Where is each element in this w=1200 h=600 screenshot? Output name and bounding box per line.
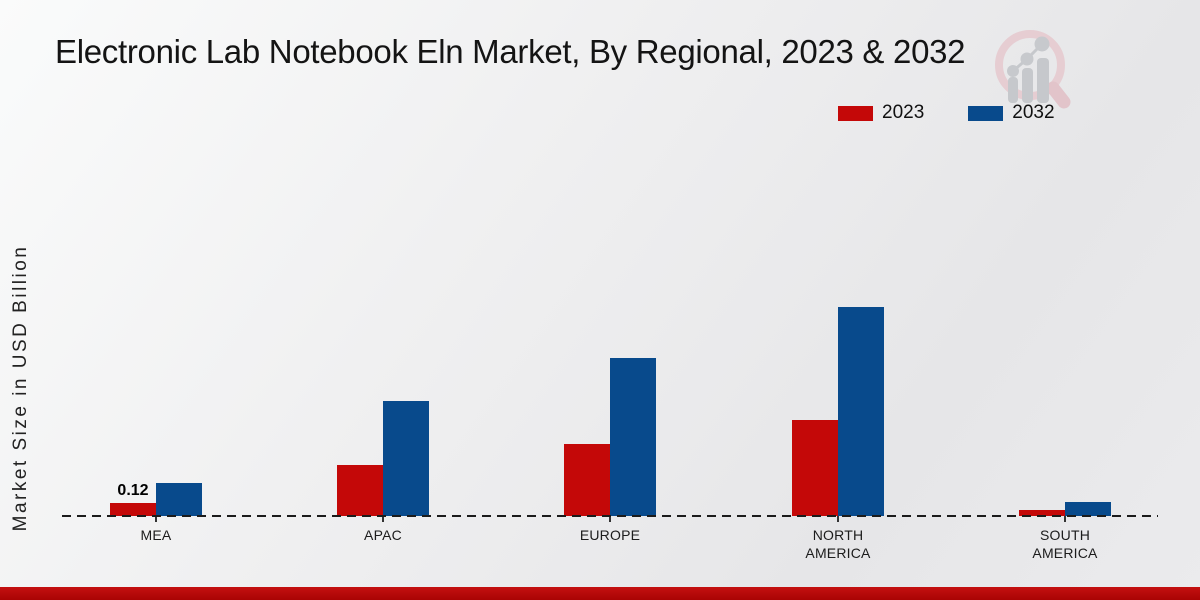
chart-title: Electronic Lab Notebook Eln Market, By R… [55, 33, 966, 70]
x-axis-tick [155, 516, 157, 522]
bar-value-label: 0.12 [117, 482, 149, 499]
bar-2032-south-america [1065, 502, 1111, 516]
bar-2023-europe [564, 444, 610, 516]
legend-item-2023: 2023 [838, 102, 924, 124]
bar-2023-south-america [1019, 510, 1065, 516]
legend-swatch-2023 [838, 105, 873, 121]
x-axis-baseline [62, 515, 1158, 517]
bar-2032-north-america [838, 307, 884, 516]
legend-item-2032: 2032 [968, 102, 1055, 124]
legend: 2023 2032 [838, 102, 1055, 124]
x-axis-tick [1064, 516, 1066, 522]
x-axis-label: NORTH AMERICA [805, 527, 871, 562]
bar-2023-north-america [792, 420, 838, 516]
x-axis-tick [609, 516, 611, 522]
bar-2023-mea [110, 503, 156, 516]
bar-2023-apac [337, 465, 383, 516]
bar-2032-apac [383, 401, 429, 516]
x-axis-label: SOUTH AMERICA [1032, 527, 1098, 562]
legend-label-2032: 2032 [1012, 102, 1055, 123]
x-axis-label: APAC [364, 527, 402, 543]
footer-accent-bar [0, 587, 1200, 600]
x-axis-label: MEA [140, 527, 172, 543]
legend-swatch-2032 [968, 105, 1004, 121]
x-axis-tick [382, 516, 384, 522]
x-axis-label: EUROPE [579, 527, 641, 543]
x-axis-tick [837, 516, 839, 522]
bar-2032-europe [610, 358, 656, 516]
brand-logo-magnifier-chart-icon [995, 30, 1071, 109]
bar-2032-mea [156, 483, 202, 516]
legend-label-2023: 2023 [882, 102, 925, 123]
